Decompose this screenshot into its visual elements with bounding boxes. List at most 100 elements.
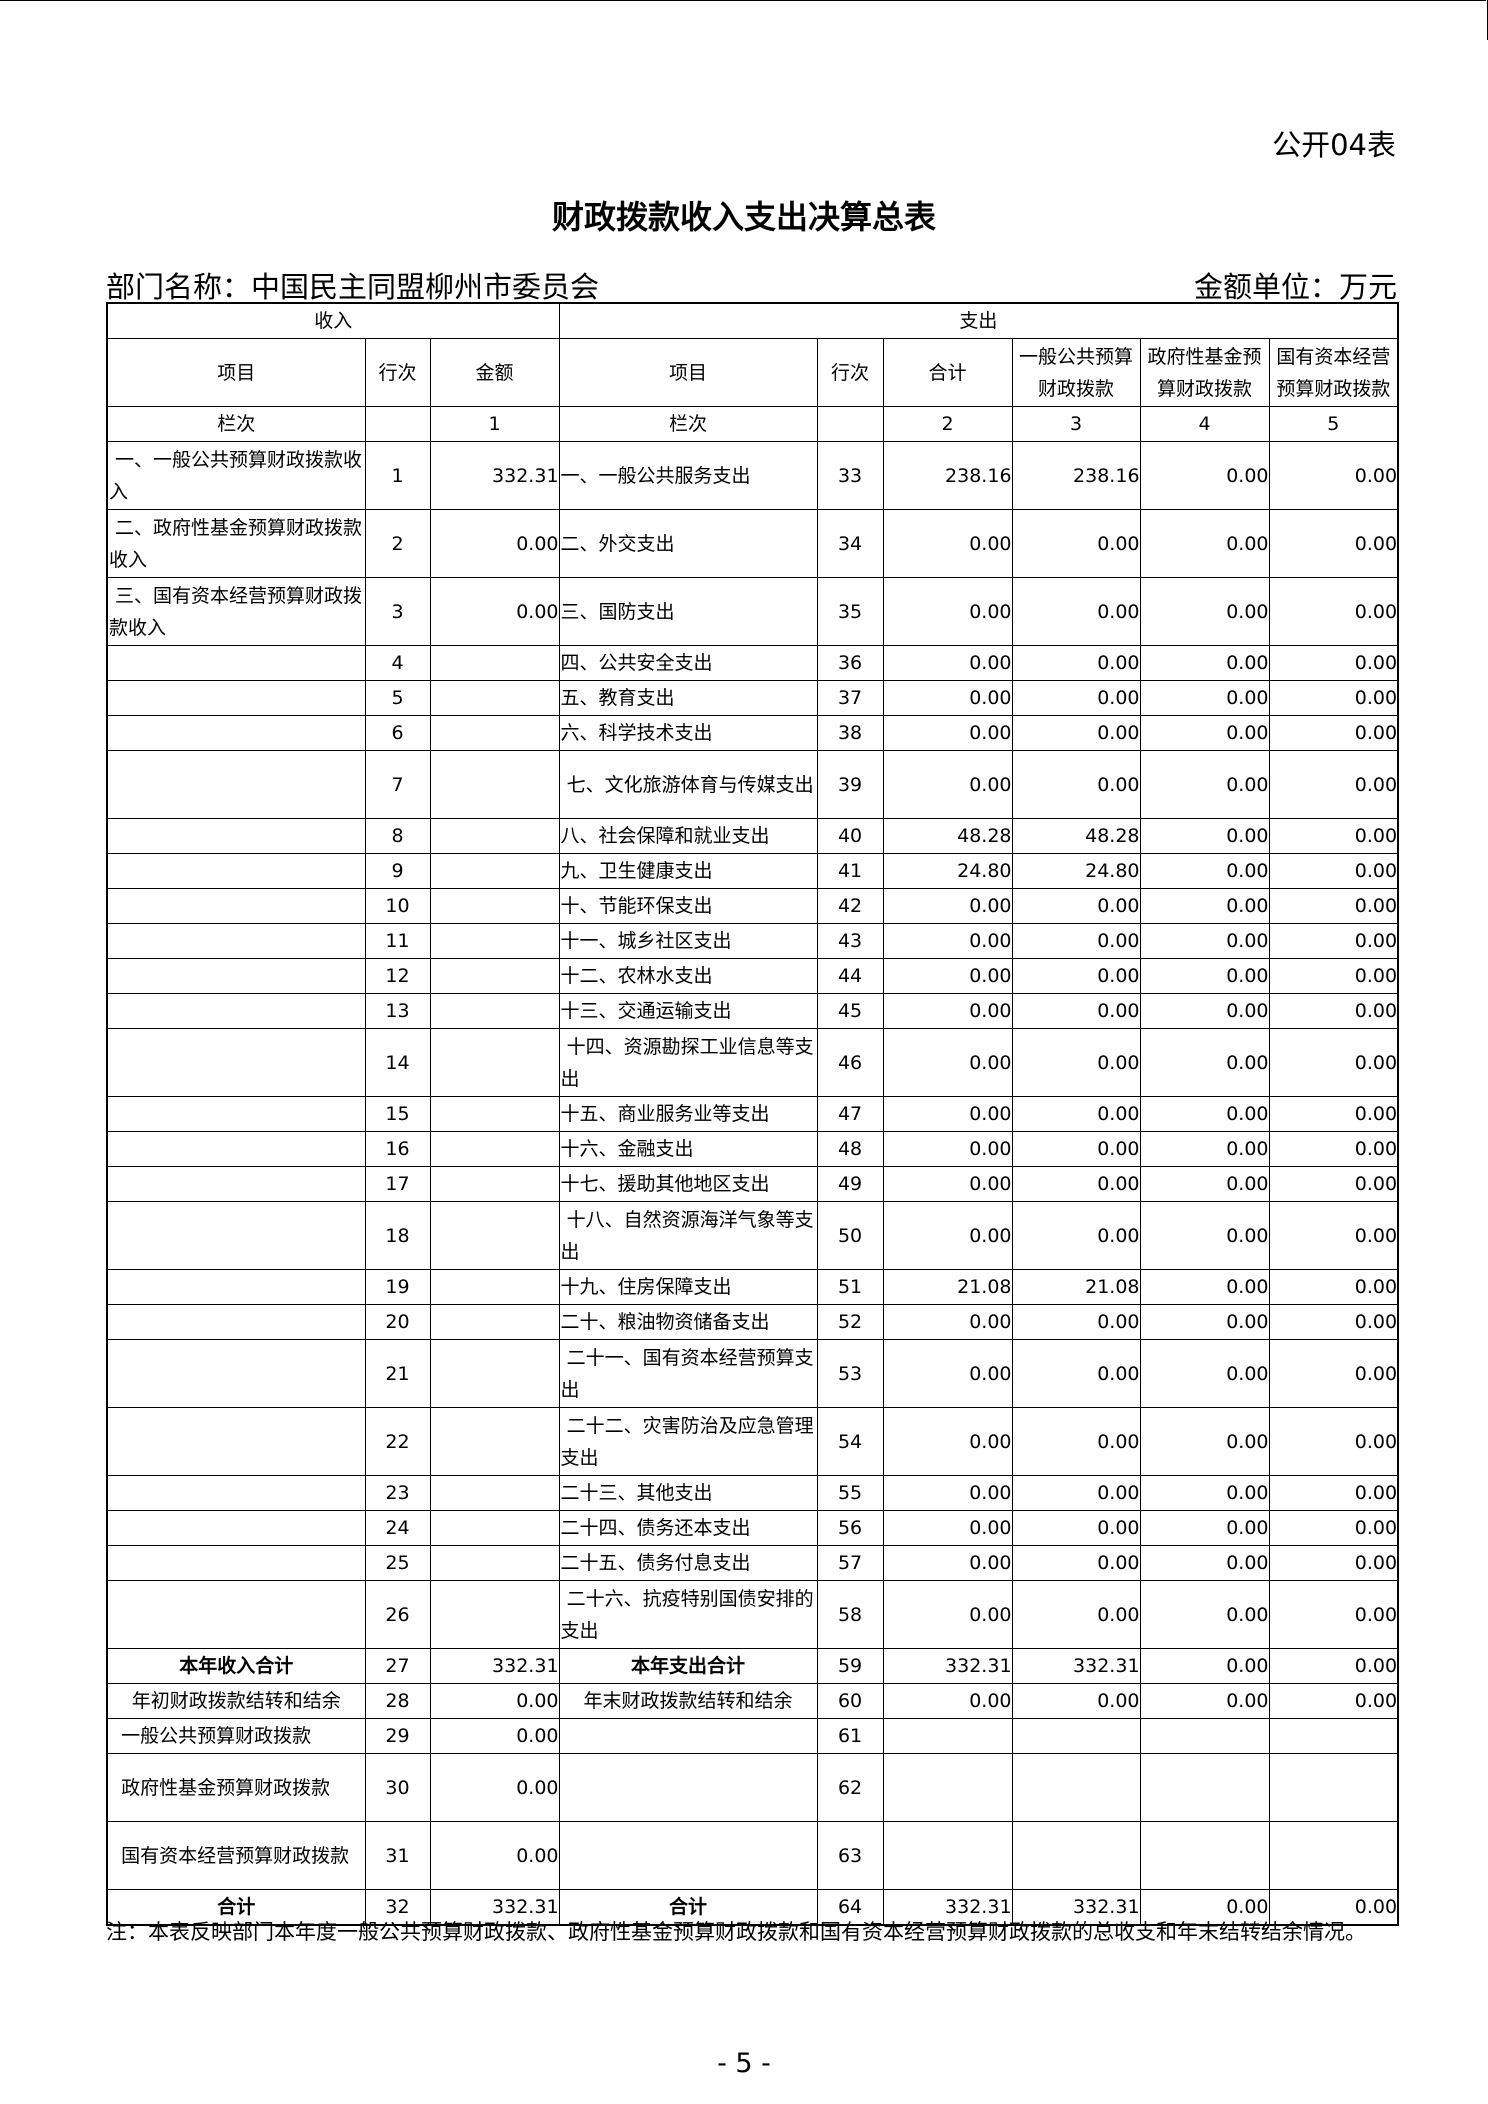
expense-line-no: 45 <box>816 993 884 1029</box>
income-line-no: 23 <box>364 1475 431 1511</box>
page-title: 财政拨款收入支出决算总表 <box>551 198 936 236</box>
expense-total: 0.00 <box>882 1028 1013 1097</box>
column-header: 项目 <box>558 338 818 407</box>
expense-total: 0.00 <box>882 750 1013 819</box>
general-budget-amount: 0.00 <box>1011 1545 1141 1581</box>
income-amount <box>429 1407 560 1476</box>
amount-unit: 金额单位：万元 <box>1193 270 1397 304</box>
income-item <box>106 715 366 751</box>
income-amount <box>429 645 560 681</box>
expense-total: 24.80 <box>882 853 1013 889</box>
expense-total <box>882 1718 1013 1754</box>
expense-total <box>882 1821 1013 1890</box>
gov-fund-amount: 0.00 <box>1139 645 1270 681</box>
lanci-cell: 栏次 <box>558 406 818 442</box>
state-capital-amount: 0.00 <box>1268 1269 1399 1305</box>
state-capital-amount: 0.00 <box>1268 1201 1399 1270</box>
income-item <box>106 1339 366 1408</box>
gov-fund-amount: 0.00 <box>1139 1166 1270 1202</box>
income-amount <box>429 1096 560 1132</box>
gov-fund-amount: 0.00 <box>1139 818 1270 854</box>
gov-fund-amount: 0.00 <box>1139 750 1270 819</box>
general-budget-amount: 0.00 <box>1011 1096 1141 1132</box>
header-row-columns: 项目 行次 金额 项目 行次 合计 一般公共预算财政拨款 政府性基金预算财政拨款 国有资本经营预… <box>106 338 1399 407</box>
table-row: 23 二十三、其他支出 55 0.00 0.00 0.00 0.00 <box>106 1475 1399 1511</box>
table-row: 一般公共预算财政拨款 29 0.00 61 <box>106 1718 1399 1754</box>
expense-item <box>558 1753 818 1822</box>
income-item <box>106 645 366 681</box>
expense-total: 0.00 <box>882 1407 1013 1476</box>
income-line-no: 31 <box>364 1821 431 1890</box>
general-budget-amount: 21.08 <box>1011 1269 1141 1305</box>
expense-line-no: 63 <box>816 1821 884 1890</box>
income-item <box>106 1475 366 1511</box>
expense-total: 48.28 <box>882 818 1013 854</box>
expense-total: 0.00 <box>882 680 1013 716</box>
state-capital-amount: 0.00 <box>1268 1339 1399 1408</box>
gov-fund-amount <box>1139 1821 1270 1890</box>
gov-fund-amount: 0.00 <box>1139 577 1270 646</box>
table-row: 10 十、节能环保支出 42 0.00 0.00 0.00 0.00 <box>106 888 1399 924</box>
income-line-no: 20 <box>364 1304 431 1340</box>
lanci-cell <box>816 406 884 442</box>
department-name: 部门名称：中国民主同盟柳州市委员会 <box>106 270 600 304</box>
income-amount: 332.31 <box>429 441 560 510</box>
state-capital-amount: 0.00 <box>1268 1131 1399 1167</box>
income-amount <box>429 1028 560 1097</box>
expense-line-no: 48 <box>816 1131 884 1167</box>
expense-item: 二、外交支出 <box>558 509 818 578</box>
income-amount: 0.00 <box>429 1718 560 1754</box>
expense-item <box>558 1718 818 1754</box>
table-row: 18 十八、自然资源海洋气象等支出 50 0.00 0.00 0.00 0.00 <box>106 1201 1399 1270</box>
expense-item: 十七、援助其他地区支出 <box>558 1166 818 1202</box>
state-capital-amount: 0.00 <box>1268 577 1399 646</box>
income-item <box>106 750 366 819</box>
income-amount: 0.00 <box>429 1683 560 1719</box>
expense-item: 十六、金融支出 <box>558 1131 818 1167</box>
expense-item: 十一、城乡社区支出 <box>558 923 818 959</box>
table-row: 5 五、教育支出 37 0.00 0.00 0.00 0.00 <box>106 680 1399 716</box>
table-row: 22 二十二、灾害防治及应急管理支出 54 0.00 0.00 0.00 0.00 <box>106 1407 1399 1476</box>
table-row: 合计 32 332.31 合计 64 332.31 332.31 0.00 0.00 <box>106 1889 1399 1926</box>
income-amount <box>429 715 560 751</box>
income-line-no: 15 <box>364 1096 431 1132</box>
income-amount <box>429 1269 560 1305</box>
general-budget-amount: 238.16 <box>1011 441 1141 510</box>
income-item <box>106 1201 366 1270</box>
income-item <box>106 1545 366 1581</box>
income-amount <box>429 888 560 924</box>
expense-total: 0.00 <box>882 1304 1013 1340</box>
gov-fund-amount: 0.00 <box>1139 958 1270 994</box>
gov-fund-amount <box>1139 1718 1270 1754</box>
table-row: 7 七、文化旅游体育与传媒支出 39 0.00 0.00 0.00 0.00 <box>106 750 1399 819</box>
expense-item: 十九、住房保障支出 <box>558 1269 818 1305</box>
table-row: 17 十七、援助其他地区支出 49 0.00 0.00 0.00 0.00 <box>106 1166 1399 1202</box>
expense-total: 332.31 <box>882 1648 1013 1684</box>
income-item <box>106 888 366 924</box>
lanci-cell: 3 <box>1011 406 1141 442</box>
expense-total: 0.00 <box>882 645 1013 681</box>
gov-fund-amount: 0.00 <box>1139 441 1270 510</box>
gov-fund-amount: 0.00 <box>1139 1580 1270 1649</box>
expense-item: 二十一、国有资本经营预算支出 <box>558 1339 818 1408</box>
expense-line-no: 37 <box>816 680 884 716</box>
general-budget-amount: 0.00 <box>1011 1131 1141 1167</box>
expense-line-no: 57 <box>816 1545 884 1581</box>
expense-item: 二十五、债务付息支出 <box>558 1545 818 1581</box>
gov-fund-amount: 0.00 <box>1139 1201 1270 1270</box>
state-capital-amount: 0.00 <box>1268 509 1399 578</box>
state-capital-amount: 0.00 <box>1268 1648 1399 1684</box>
income-item: 本年收入合计 <box>106 1648 366 1684</box>
general-budget-amount: 48.28 <box>1011 818 1141 854</box>
income-line-no: 14 <box>364 1028 431 1097</box>
expense-line-no: 46 <box>816 1028 884 1097</box>
income-amount: 332.31 <box>429 1648 560 1684</box>
expense-total <box>882 1753 1013 1822</box>
expense-item: 十五、商业服务业等支出 <box>558 1096 818 1132</box>
gov-fund-amount <box>1139 1753 1270 1822</box>
lanci-cell: 5 <box>1268 406 1399 442</box>
expense-line-no: 55 <box>816 1475 884 1511</box>
income-item <box>106 958 366 994</box>
income-item <box>106 1269 366 1305</box>
expense-item: 六、科学技术支出 <box>558 715 818 751</box>
